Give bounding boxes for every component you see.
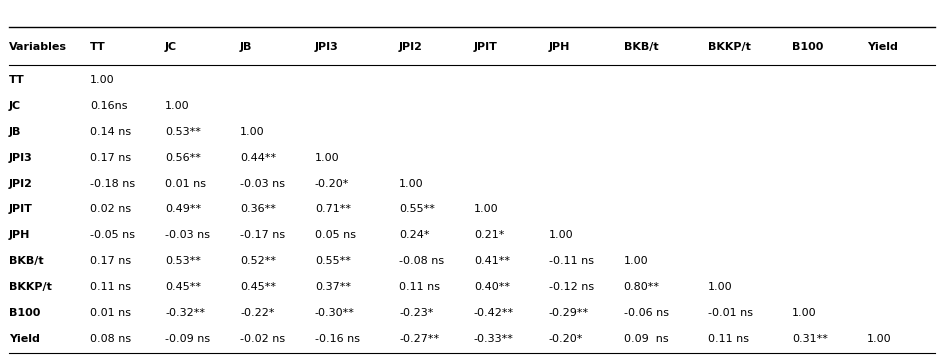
Text: JPH: JPH bbox=[8, 230, 30, 240]
Text: BKKP/t: BKKP/t bbox=[8, 282, 52, 292]
Text: 1.00: 1.00 bbox=[91, 75, 115, 85]
Text: BKB/t: BKB/t bbox=[624, 42, 658, 52]
Text: 1.00: 1.00 bbox=[792, 308, 817, 318]
Text: B100: B100 bbox=[8, 308, 41, 318]
Text: 0.05 ns: 0.05 ns bbox=[314, 230, 356, 240]
Text: BKB/t: BKB/t bbox=[8, 256, 43, 266]
Text: -0.03 ns: -0.03 ns bbox=[240, 179, 285, 189]
Text: 1.00: 1.00 bbox=[548, 230, 573, 240]
Text: 0.08 ns: 0.08 ns bbox=[91, 334, 131, 344]
Text: -0.18 ns: -0.18 ns bbox=[91, 179, 135, 189]
Text: JC: JC bbox=[165, 42, 177, 52]
Text: JPH: JPH bbox=[548, 42, 570, 52]
Text: -0.06 ns: -0.06 ns bbox=[624, 308, 668, 318]
Text: -0.12 ns: -0.12 ns bbox=[548, 282, 594, 292]
Text: JB: JB bbox=[240, 42, 252, 52]
Text: -0.17 ns: -0.17 ns bbox=[240, 230, 285, 240]
Text: 0.01 ns: 0.01 ns bbox=[165, 179, 206, 189]
Text: 1.00: 1.00 bbox=[314, 153, 340, 163]
Text: -0.27**: -0.27** bbox=[399, 334, 439, 344]
Text: 0.55**: 0.55** bbox=[314, 256, 350, 266]
Text: 0.01 ns: 0.01 ns bbox=[91, 308, 131, 318]
Text: JPI2: JPI2 bbox=[8, 179, 33, 189]
Text: -0.30**: -0.30** bbox=[314, 308, 355, 318]
Text: -0.09 ns: -0.09 ns bbox=[165, 334, 211, 344]
Text: 1.00: 1.00 bbox=[165, 101, 190, 111]
Text: -0.20*: -0.20* bbox=[548, 334, 583, 344]
Text: 0.40**: 0.40** bbox=[474, 282, 510, 292]
Text: 0.56**: 0.56** bbox=[165, 153, 201, 163]
Text: 0.24*: 0.24* bbox=[399, 230, 430, 240]
Text: 0.55**: 0.55** bbox=[399, 205, 435, 214]
Text: -0.01 ns: -0.01 ns bbox=[708, 308, 752, 318]
Text: 0.53**: 0.53** bbox=[165, 256, 201, 266]
Text: -0.33**: -0.33** bbox=[474, 334, 514, 344]
Text: -0.08 ns: -0.08 ns bbox=[399, 256, 444, 266]
Text: 0.36**: 0.36** bbox=[240, 205, 276, 214]
Text: 0.41**: 0.41** bbox=[474, 256, 510, 266]
Text: TT: TT bbox=[8, 75, 25, 85]
Text: -0.20*: -0.20* bbox=[314, 179, 349, 189]
Text: TT: TT bbox=[91, 42, 106, 52]
Text: JPI3: JPI3 bbox=[8, 153, 33, 163]
Text: 1.00: 1.00 bbox=[708, 282, 733, 292]
Text: Yield: Yield bbox=[867, 42, 898, 52]
Text: JPI3: JPI3 bbox=[314, 42, 339, 52]
Text: 0.37**: 0.37** bbox=[314, 282, 351, 292]
Text: -0.29**: -0.29** bbox=[548, 308, 589, 318]
Text: 0.52**: 0.52** bbox=[240, 256, 276, 266]
Text: 0.02 ns: 0.02 ns bbox=[91, 205, 131, 214]
Text: B100: B100 bbox=[792, 42, 823, 52]
Text: 0.49**: 0.49** bbox=[165, 205, 201, 214]
Text: 1.00: 1.00 bbox=[240, 127, 264, 137]
Text: -0.42**: -0.42** bbox=[474, 308, 514, 318]
Text: 1.00: 1.00 bbox=[867, 334, 891, 344]
Text: Yield: Yield bbox=[8, 334, 40, 344]
Text: 1.00: 1.00 bbox=[624, 256, 649, 266]
Text: -0.22*: -0.22* bbox=[240, 308, 275, 318]
Text: 0.09  ns: 0.09 ns bbox=[624, 334, 668, 344]
Text: 0.14 ns: 0.14 ns bbox=[91, 127, 131, 137]
Text: -0.32**: -0.32** bbox=[165, 308, 205, 318]
Text: -0.02 ns: -0.02 ns bbox=[240, 334, 285, 344]
Text: JPI2: JPI2 bbox=[399, 42, 423, 52]
Text: -0.03 ns: -0.03 ns bbox=[165, 230, 211, 240]
Text: JB: JB bbox=[8, 127, 21, 137]
Text: Variables: Variables bbox=[8, 42, 67, 52]
Text: 1.00: 1.00 bbox=[474, 205, 498, 214]
Text: 0.11 ns: 0.11 ns bbox=[399, 282, 440, 292]
Text: 0.45**: 0.45** bbox=[240, 282, 276, 292]
Text: JPIT: JPIT bbox=[474, 42, 497, 52]
Text: BKKP/t: BKKP/t bbox=[708, 42, 750, 52]
Text: -0.16 ns: -0.16 ns bbox=[314, 334, 360, 344]
Text: 0.17 ns: 0.17 ns bbox=[91, 153, 131, 163]
Text: 0.16ns: 0.16ns bbox=[91, 101, 127, 111]
Text: 0.80**: 0.80** bbox=[624, 282, 660, 292]
Text: 0.11 ns: 0.11 ns bbox=[708, 334, 749, 344]
Text: 0.45**: 0.45** bbox=[165, 282, 201, 292]
Text: JC: JC bbox=[8, 101, 21, 111]
Text: 0.71**: 0.71** bbox=[314, 205, 351, 214]
Text: -0.11 ns: -0.11 ns bbox=[548, 256, 594, 266]
Text: 0.21*: 0.21* bbox=[474, 230, 504, 240]
Text: 0.31**: 0.31** bbox=[792, 334, 828, 344]
Text: 0.53**: 0.53** bbox=[165, 127, 201, 137]
Text: 0.44**: 0.44** bbox=[240, 153, 276, 163]
Text: 0.11 ns: 0.11 ns bbox=[91, 282, 131, 292]
Text: JPIT: JPIT bbox=[8, 205, 33, 214]
Text: 0.17 ns: 0.17 ns bbox=[91, 256, 131, 266]
Text: -0.05 ns: -0.05 ns bbox=[91, 230, 135, 240]
Text: -0.23*: -0.23* bbox=[399, 308, 433, 318]
Text: 1.00: 1.00 bbox=[399, 179, 424, 189]
